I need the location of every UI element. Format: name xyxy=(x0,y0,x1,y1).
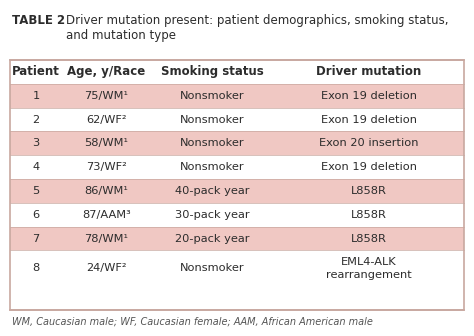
Text: 75/WM¹: 75/WM¹ xyxy=(84,91,128,101)
Text: 86/WM¹: 86/WM¹ xyxy=(84,186,128,196)
Text: 87/AAM³: 87/AAM³ xyxy=(82,210,131,220)
Bar xyxy=(10,179,464,203)
Bar xyxy=(10,155,464,179)
Bar xyxy=(10,60,464,84)
Text: 1: 1 xyxy=(33,91,40,101)
Text: Exon 20 insertion: Exon 20 insertion xyxy=(319,138,419,148)
Text: Nonsmoker: Nonsmoker xyxy=(180,138,244,148)
Text: Driver mutation: Driver mutation xyxy=(316,66,421,78)
Text: Exon 19 deletion: Exon 19 deletion xyxy=(320,162,417,172)
Bar xyxy=(10,84,464,108)
Text: 58/WM¹: 58/WM¹ xyxy=(84,138,128,148)
Text: Exon 19 deletion: Exon 19 deletion xyxy=(320,115,417,125)
Text: L858R: L858R xyxy=(351,210,387,220)
Text: Smoking status: Smoking status xyxy=(161,66,264,78)
Bar xyxy=(10,250,464,286)
Text: EML4-ALK
rearrangement: EML4-ALK rearrangement xyxy=(326,257,411,280)
Text: TABLE 2: TABLE 2 xyxy=(12,14,65,27)
Text: 8: 8 xyxy=(33,263,40,273)
Text: Driver mutation present: patient demographics, smoking status,
and mutation type: Driver mutation present: patient demogra… xyxy=(66,14,448,42)
Text: Patient: Patient xyxy=(12,66,60,78)
Text: Nonsmoker: Nonsmoker xyxy=(180,91,244,101)
Text: 40-pack year: 40-pack year xyxy=(175,186,249,196)
Bar xyxy=(10,131,464,155)
Text: 6: 6 xyxy=(33,210,40,220)
Bar xyxy=(10,203,464,227)
Text: 78/WM¹: 78/WM¹ xyxy=(84,234,128,244)
Text: 4: 4 xyxy=(33,162,40,172)
Text: WM, Caucasian male; WF, Caucasian female; AAM, African American male: WM, Caucasian male; WF, Caucasian female… xyxy=(12,317,373,327)
Text: Nonsmoker: Nonsmoker xyxy=(180,162,244,172)
Text: 2: 2 xyxy=(33,115,40,125)
Text: 30-pack year: 30-pack year xyxy=(175,210,249,220)
Text: 5: 5 xyxy=(33,186,40,196)
Text: L858R: L858R xyxy=(351,234,387,244)
Text: 20-pack year: 20-pack year xyxy=(175,234,249,244)
Text: Nonsmoker: Nonsmoker xyxy=(180,263,244,273)
Text: 24/WF²: 24/WF² xyxy=(86,263,127,273)
Text: Age, y/Race: Age, y/Race xyxy=(67,66,146,78)
Text: 62/WF²: 62/WF² xyxy=(86,115,127,125)
Text: Nonsmoker: Nonsmoker xyxy=(180,115,244,125)
Text: 3: 3 xyxy=(33,138,40,148)
Text: 7: 7 xyxy=(33,234,40,244)
Text: 73/WF²: 73/WF² xyxy=(86,162,127,172)
Bar xyxy=(10,227,464,250)
Text: Exon 19 deletion: Exon 19 deletion xyxy=(320,91,417,101)
Bar xyxy=(10,60,464,310)
Text: L858R: L858R xyxy=(351,186,387,196)
Bar xyxy=(10,108,464,131)
